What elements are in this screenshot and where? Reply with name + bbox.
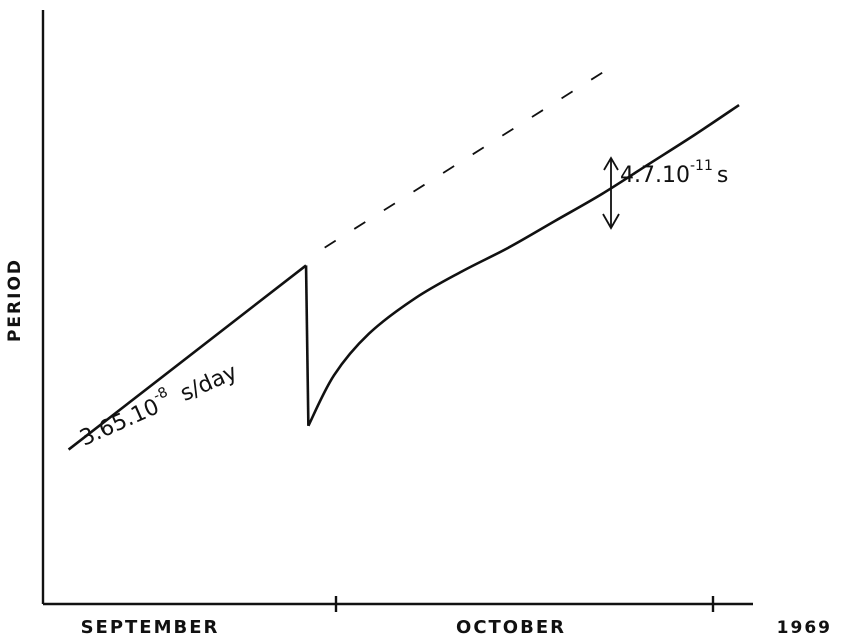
offset-annotation: 4.7.10-11 s: [620, 158, 728, 188]
x-tick-label-september: SEPTEMBER: [81, 617, 220, 638]
slope-unit: s/day: [177, 360, 241, 407]
offset-arrow-head-up: [603, 156, 619, 171]
offset-mantissa: 4.7.10: [620, 163, 690, 188]
x-tick-label-october: OCTOBER: [456, 617, 566, 638]
slope-mantissa: 3.65.10: [76, 394, 163, 451]
y-axis-label: PERIOD: [5, 258, 25, 342]
series-layer: [67, 68, 740, 451]
slope-exponent: -8: [151, 384, 170, 404]
offset-arrow: [602, 156, 620, 230]
series-recovery: [307, 103, 740, 427]
offset-unit: s: [717, 163, 728, 188]
slope-annotation: 3.65.10-8 s/day: [74, 355, 241, 451]
offset-arrow-head-down: [602, 213, 620, 230]
series-before-glitch: [67, 264, 307, 451]
year-label: 1969: [777, 618, 832, 638]
offset-exponent: -11: [690, 158, 713, 174]
series-extrapolation-dashed: [324, 68, 608, 249]
series-glitch-drop: [304, 265, 310, 426]
